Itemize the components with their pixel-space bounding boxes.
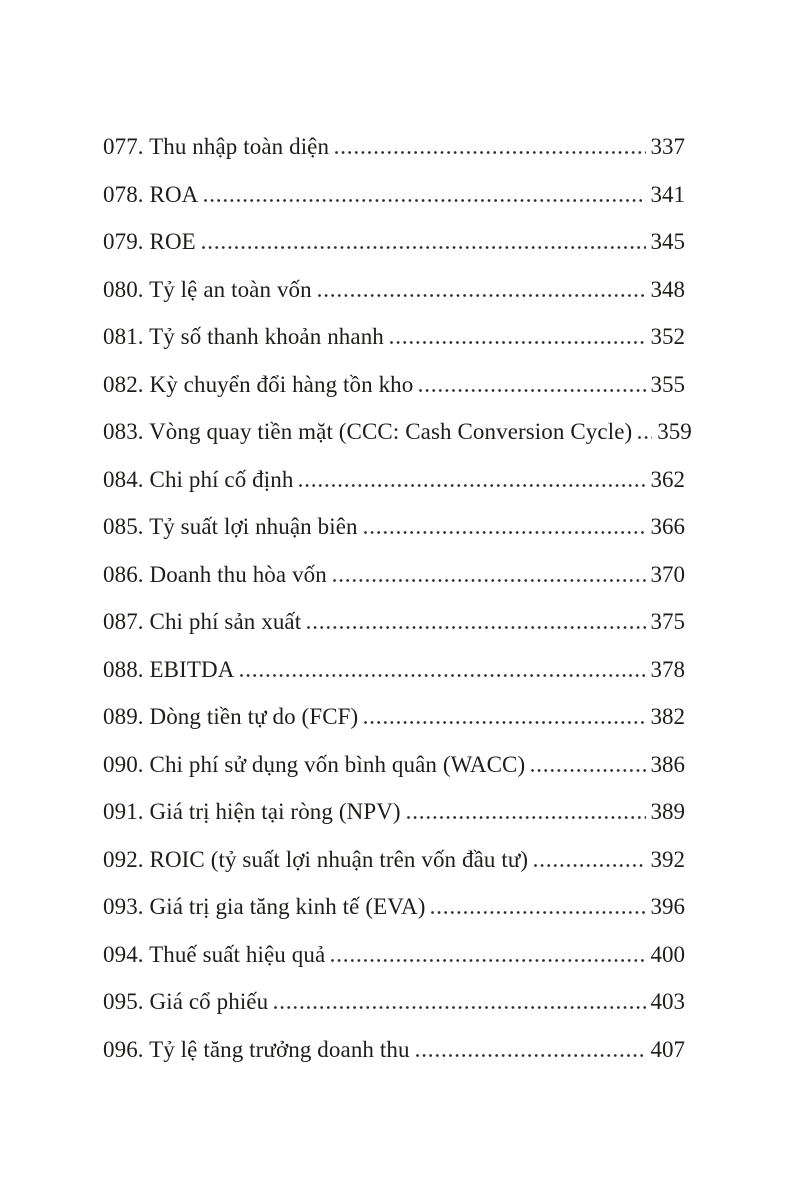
toc-entry-page: 378: [650, 656, 686, 682]
toc-entry: 087. Chi phí sản xuất 375: [103, 598, 685, 646]
toc-entry: 083. Vòng quay tiền mặt (CCC: Cash Conve…: [103, 408, 692, 456]
dot-leader: [364, 721, 646, 724]
toc-entry: 084. Chi phí cố định 362: [103, 456, 685, 504]
dot-leader: [317, 293, 646, 297]
toc-entry-label: 086. Doanh thu hòa vốn: [103, 561, 327, 587]
dot-leader: [415, 1053, 646, 1057]
toc-entry-label: 095. Giá cổ phiếu: [103, 989, 269, 1014]
toc-entry: 096. Tỷ lệ tăng trưởng doanh thu 407: [103, 1026, 685, 1074]
toc-entry-page: 375: [650, 609, 686, 634]
toc-entry: 094. Thuế suất hiệu quả 400: [103, 931, 685, 979]
toc-entry-page: 370: [650, 561, 686, 587]
toc-entry: 086. Doanh thu hòa vốn 370: [103, 551, 685, 599]
toc-entry-label: 091. Giá trị hiện tại ròng (NPV): [103, 799, 401, 824]
toc-entry-page: 407: [650, 1036, 686, 1062]
dot-leader: [299, 483, 646, 487]
toc-entry: 090. Chi phí sử dụng vốn bình quân (WACC…: [103, 741, 685, 789]
toc-entry-page: 382: [650, 704, 686, 729]
toc-entry-page: 389: [650, 799, 686, 824]
dot-leader: [389, 341, 646, 344]
dot-leader: [638, 436, 653, 439]
toc-entry: 092. ROIC (tỷ suất lợi nhuận trên vốn đầ…: [103, 836, 685, 884]
toc-entry-label: 083. Vòng quay tiền mặt (CCC: Cash Conve…: [103, 419, 633, 444]
toc-entry-label: 084. Chi phí cố định: [103, 466, 294, 492]
toc-entry-page: 366: [650, 514, 686, 539]
toc-entry-page: 352: [650, 324, 686, 349]
toc-entry: 091. Giá trị hiện tại ròng (NPV) 389: [103, 788, 685, 836]
dot-leader: [534, 863, 646, 867]
dot-leader: [331, 958, 646, 962]
toc-entry-label: 092. ROIC (tỷ suất lợi nhuận trên vốn đầ…: [103, 846, 529, 872]
dot-leader: [431, 911, 646, 914]
toc-entry: 078. ROA 341: [103, 171, 685, 219]
toc-entry: 077. Thu nhập toàn diện 337: [103, 123, 685, 171]
toc-entry: 095. Giá cổ phiếu 403: [103, 978, 685, 1026]
dot-leader: [307, 626, 646, 629]
dot-leader: [363, 531, 646, 534]
toc-entry-page: 392: [650, 846, 686, 872]
dot-leader: [204, 198, 646, 202]
toc-entry: 081. Tỷ số thanh khoản nhanh 352: [103, 313, 685, 361]
toc-entry: 088. EBITDA 378: [103, 646, 685, 694]
toc-entry-page: 362: [650, 466, 686, 492]
dot-leader: [201, 246, 646, 249]
dot-leader: [274, 1006, 646, 1009]
toc-entry-label: 088. EBITDA: [103, 656, 235, 682]
dot-leader: [406, 816, 646, 819]
toc-entry-label: 080. Tỷ lệ an toàn vốn: [103, 276, 312, 302]
toc-entry-page: 403: [650, 989, 686, 1014]
toc-entry-page: 396: [650, 894, 686, 919]
toc-entry-page: 359: [657, 419, 692, 444]
toc-entry: 089. Dòng tiền tự do (FCF) 382: [103, 693, 685, 741]
toc-entry: 082. Kỳ chuyển đổi hàng tồn kho 355: [103, 361, 685, 409]
toc-entry-label: 094. Thuế suất hiệu quả: [103, 941, 326, 967]
dot-leader: [332, 578, 646, 582]
toc-entry-label: 093. Giá trị gia tăng kinh tế (EVA): [103, 894, 426, 919]
toc-entry: 093. Giá trị gia tăng kinh tế (EVA) 396: [103, 883, 685, 931]
toc-entry-page: 348: [650, 276, 686, 302]
toc-entry-label: 090. Chi phí sử dụng vốn bình quân (WACC…: [103, 751, 526, 777]
toc-entry-page: 386: [650, 751, 686, 777]
dot-leader: [240, 673, 646, 677]
dot-leader: [335, 151, 646, 154]
dot-leader: [419, 388, 646, 392]
toc-entry-label: 081. Tỷ số thanh khoản nhanh: [103, 324, 384, 349]
toc-entry-page: 400: [650, 941, 686, 967]
toc-entry-page: 341: [650, 181, 686, 207]
toc-entry-label: 082. Kỳ chuyển đổi hàng tồn kho: [103, 371, 414, 397]
toc-entry: 080. Tỷ lệ an toàn vốn 348: [103, 266, 685, 314]
toc-entry-label: 078. ROA: [103, 181, 199, 207]
toc-entry-label: 085. Tỷ suất lợi nhuận biên: [103, 514, 358, 539]
toc-entry-page: 345: [650, 229, 686, 254]
toc-entry-label: 089. Dòng tiền tự do (FCF): [103, 704, 359, 729]
toc-entry: 085. Tỷ suất lợi nhuận biên 366: [103, 503, 685, 551]
toc-entry-page: 337: [650, 134, 686, 159]
toc-entry: 079. ROE 345: [103, 218, 685, 266]
toc-entry-label: 087. Chi phí sản xuất: [103, 609, 302, 634]
toc-entry-page: 355: [650, 371, 686, 397]
toc-entry-label: 077. Thu nhập toàn diện: [103, 134, 330, 159]
dot-leader: [531, 768, 646, 772]
toc-entry-label: 079. ROE: [103, 229, 196, 254]
toc-entry-label: 096. Tỷ lệ tăng trưởng doanh thu: [103, 1036, 410, 1062]
